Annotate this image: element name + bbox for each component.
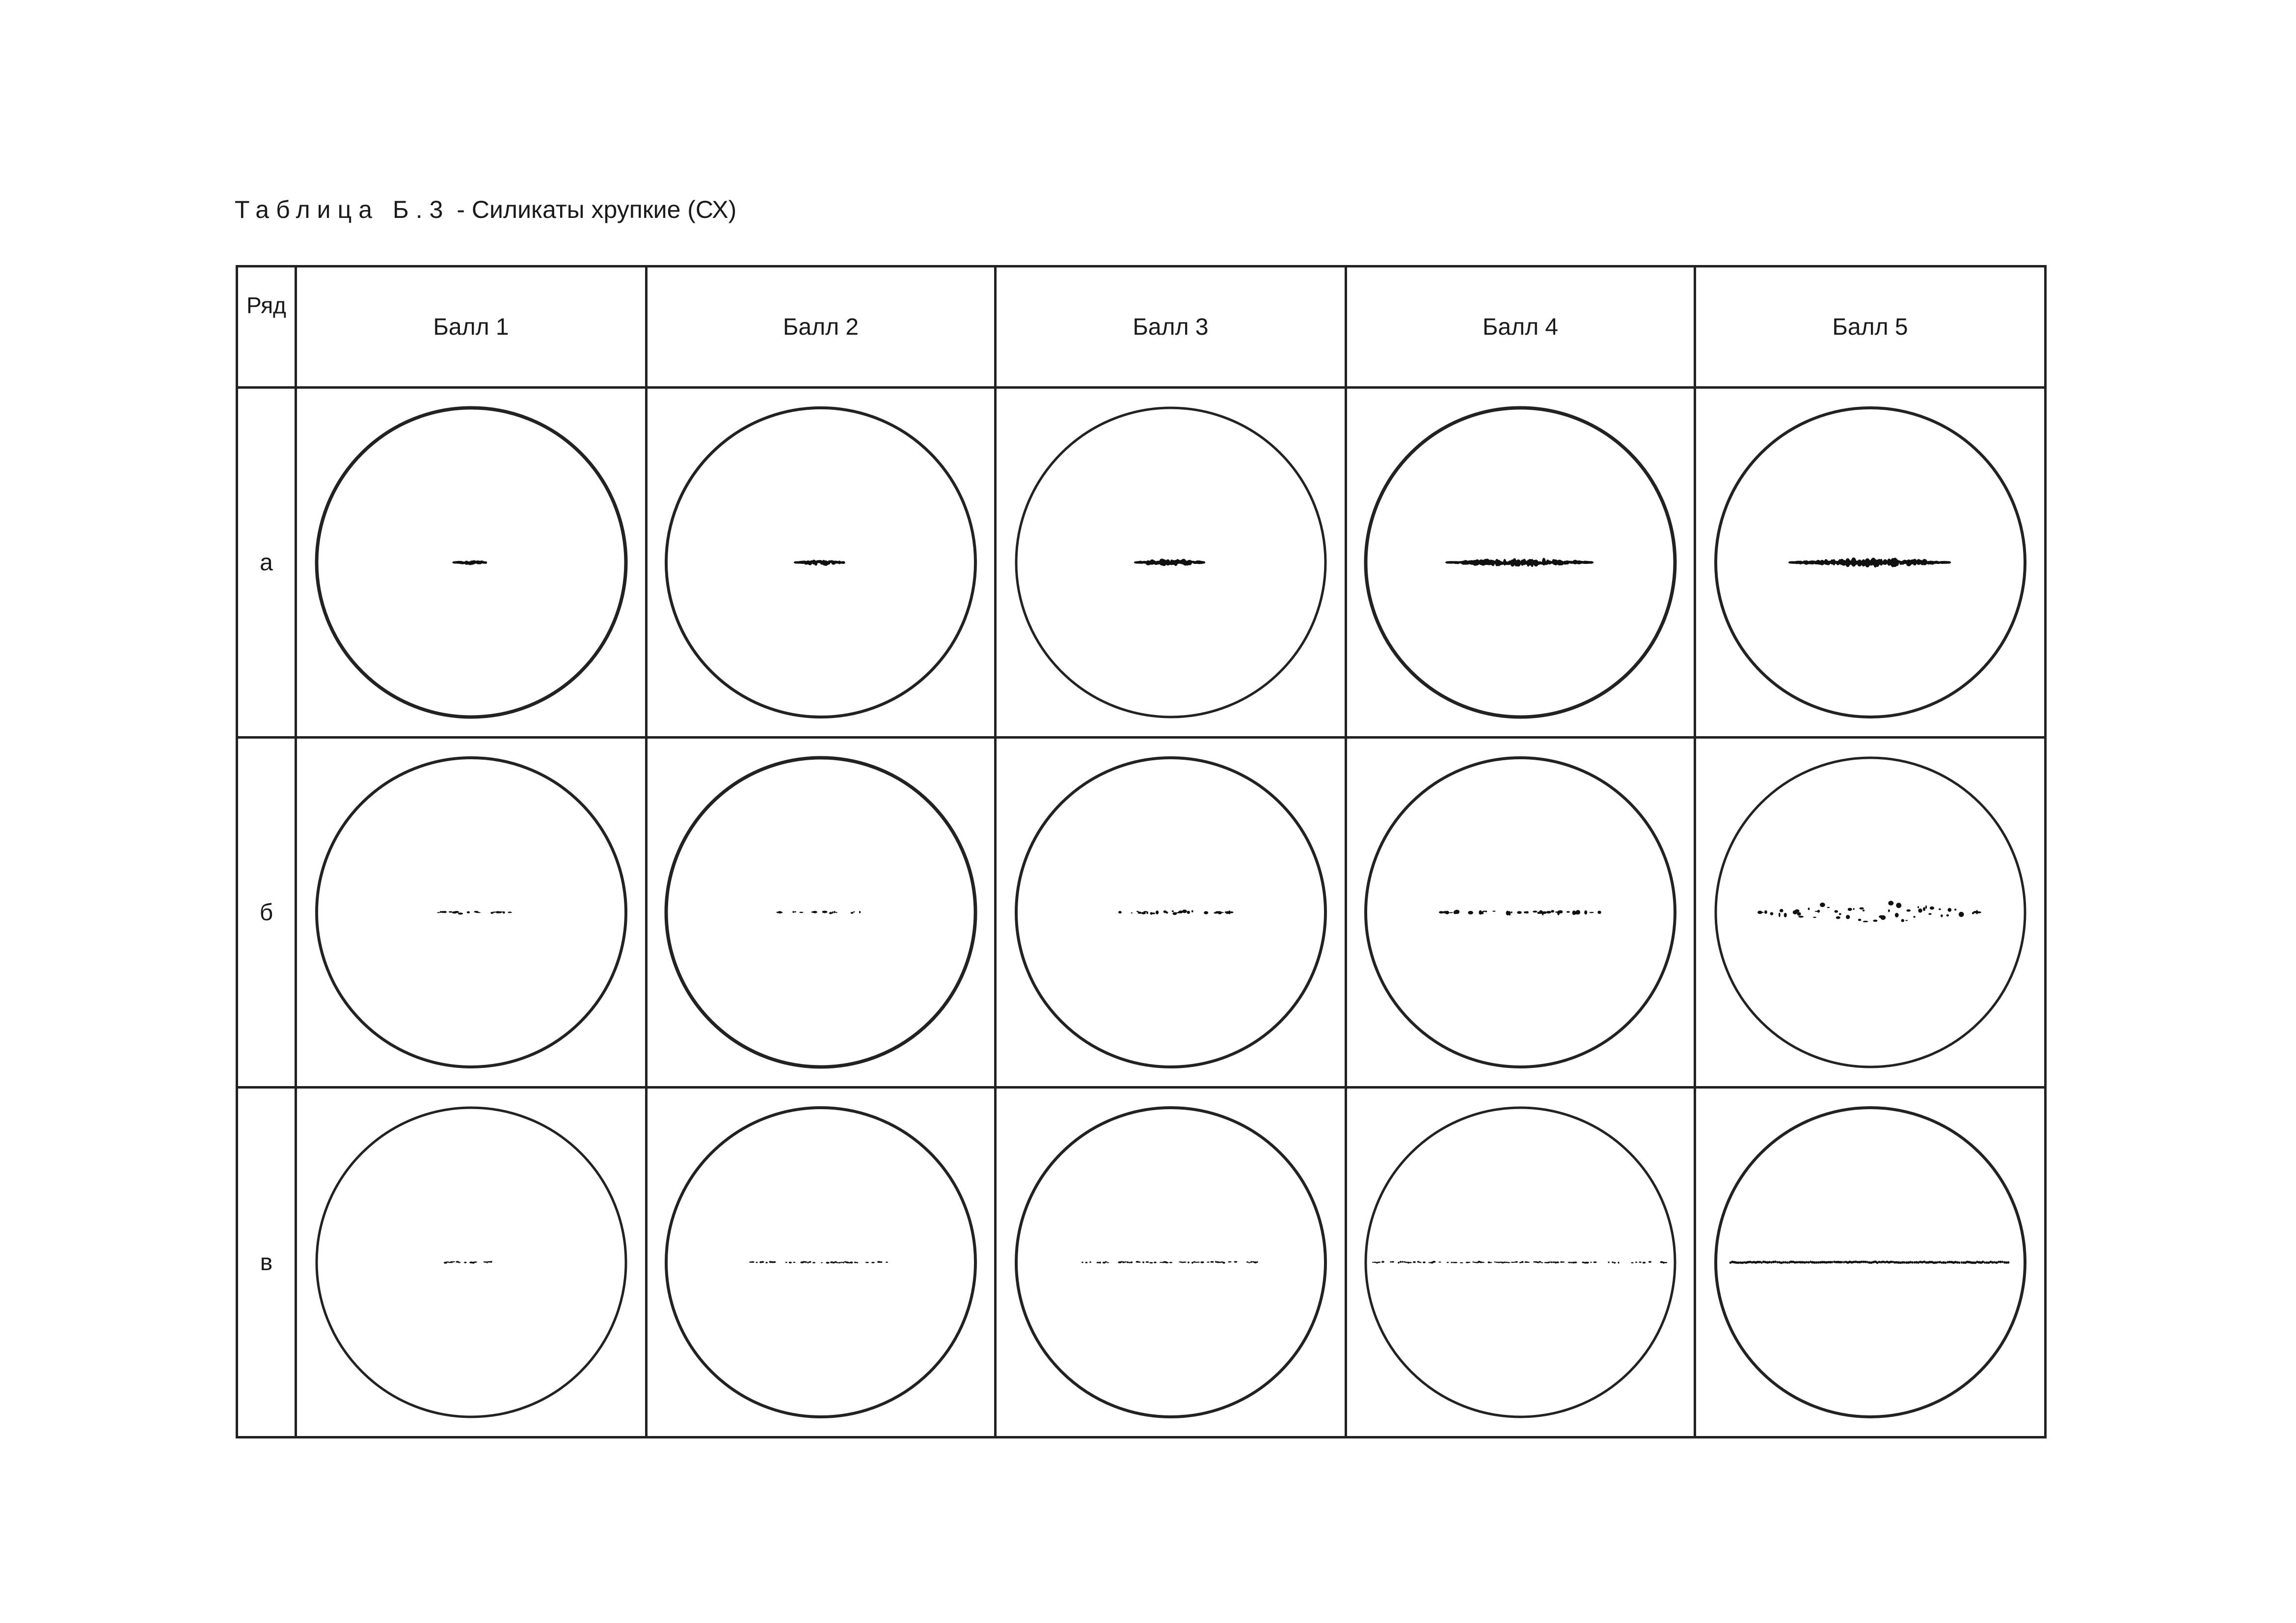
silicates-reference-table: Ряд Балл 1 Балл 2 Балл 3 Балл 4 Балл 5 а… — [236, 265, 2047, 1438]
microscope-field — [1714, 1106, 2026, 1418]
micrograph-cell — [645, 1086, 997, 1438]
micrograph-cell — [994, 386, 1347, 739]
inclusion — [1757, 901, 1981, 923]
inclusion — [443, 1261, 492, 1264]
microscope-field — [315, 1106, 627, 1418]
microscope-field — [1364, 406, 1677, 719]
inclusion — [776, 910, 861, 914]
row-label: а — [236, 386, 297, 739]
column-header: Балл 2 — [645, 265, 997, 389]
column-header: Балл 4 — [1345, 265, 1696, 389]
header-row: Ряд Балл 1 Балл 2 Балл 3 Балл 4 Балл 5 — [236, 265, 2047, 389]
micrograph-cell — [994, 736, 1347, 1089]
inclusion — [436, 910, 512, 915]
column-header: Балл 1 — [295, 265, 648, 389]
field-circle — [1714, 756, 2026, 1068]
field-circle — [1714, 406, 2026, 718]
inclusion — [1372, 1261, 1668, 1264]
micrograph-cell — [1345, 1086, 1696, 1438]
micrograph-cell — [994, 1086, 1347, 1438]
micrograph-cell — [1345, 736, 1696, 1089]
microscope-field — [1014, 756, 1327, 1068]
column-header: Балл 3 — [994, 265, 1347, 389]
column-header: Балл 5 — [1694, 265, 2047, 389]
micrograph-cell — [645, 386, 997, 739]
micrograph-cell — [1694, 1086, 2047, 1438]
micrograph-cell — [295, 736, 648, 1089]
table-row: а — [236, 386, 2047, 739]
micrograph-cell — [645, 736, 997, 1089]
microscope-field — [1014, 1106, 1327, 1418]
micrograph-cell — [1694, 386, 2047, 739]
table-number: Таблица Б.3 — [235, 196, 450, 223]
microscope-field — [315, 406, 627, 719]
field-circle — [315, 1106, 627, 1418]
field-circle — [1014, 1106, 1327, 1418]
microscope-field — [1714, 406, 2026, 718]
micrograph-cell — [1345, 386, 1696, 739]
microscope-field — [664, 756, 977, 1069]
row-label: в — [236, 1086, 297, 1438]
microscope-field — [665, 1106, 977, 1418]
microscope-field — [665, 406, 977, 718]
inclusion — [1118, 909, 1234, 915]
microscope-field — [1015, 406, 1326, 718]
inclusion — [452, 560, 487, 565]
micrograph-cell — [295, 1086, 648, 1438]
field-circle — [1364, 756, 1676, 1068]
inclusion — [1134, 559, 1205, 566]
field-circle — [665, 406, 977, 718]
field-circle — [1014, 756, 1327, 1068]
table-row: б — [236, 736, 2047, 1089]
inclusion — [1081, 1261, 1258, 1264]
inclusion — [1788, 557, 1951, 568]
field-circle — [315, 406, 627, 719]
field-circle — [1364, 1106, 1676, 1418]
field-circle — [315, 756, 627, 1068]
micrograph-cell — [295, 386, 648, 739]
inclusion — [794, 559, 845, 566]
field-circle — [1015, 406, 1326, 718]
field-circle — [664, 756, 977, 1069]
field-circle — [665, 1106, 977, 1418]
microscope-field — [1714, 756, 2026, 1068]
field-circle — [1714, 1106, 2026, 1418]
micrograph-cell — [1694, 736, 2047, 1089]
microscope-field — [1364, 1106, 1676, 1418]
inclusion — [1439, 909, 1601, 916]
inclusion — [1729, 1260, 2009, 1264]
table-title: - Силикаты хрупкие (СХ) — [450, 196, 737, 223]
row-label: б — [236, 736, 297, 1089]
inclusion — [1445, 558, 1594, 567]
inclusion — [749, 1261, 888, 1264]
row-header: Ряд — [236, 265, 297, 389]
microscope-field — [315, 756, 627, 1068]
field-circle — [1364, 406, 1677, 719]
table-row: в — [236, 1086, 2047, 1438]
microscope-field — [1364, 756, 1676, 1068]
table-caption: Таблица Б.3 - Силикаты хрупкие (СХ) — [235, 195, 736, 224]
